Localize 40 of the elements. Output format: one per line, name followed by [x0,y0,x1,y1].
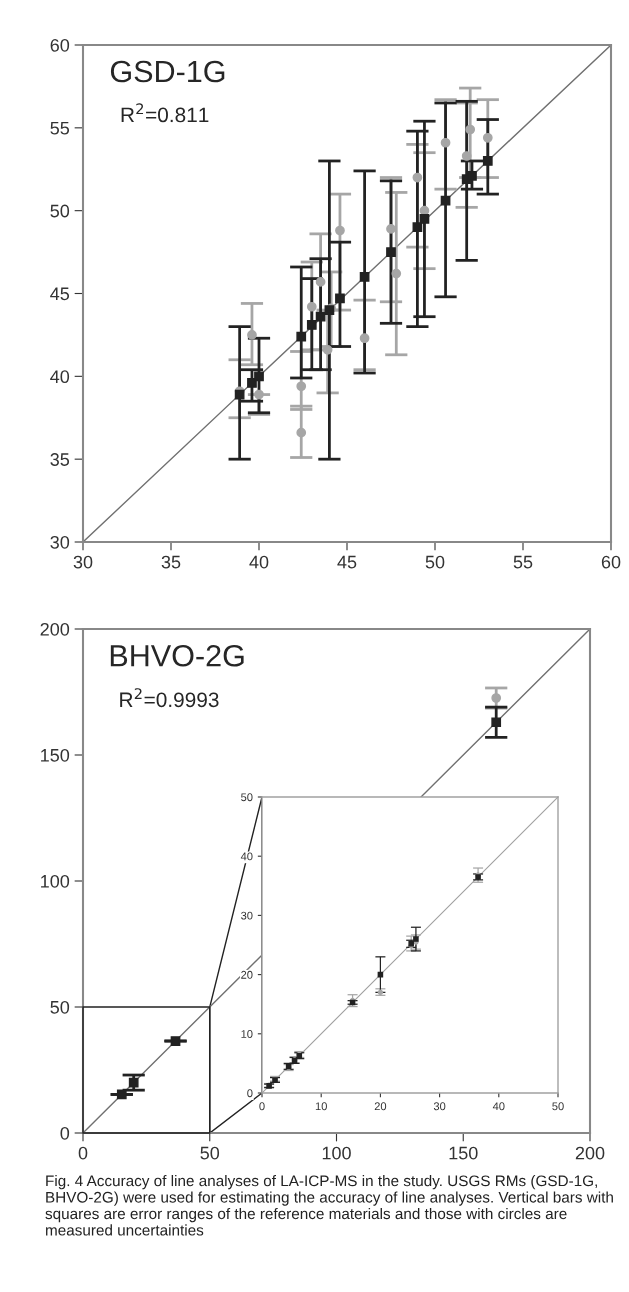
x-tick-label: 100 [322,1146,351,1160]
x-tick-label: 50 [425,555,445,569]
x-tick-label: 35 [161,555,181,569]
x-tick-label: 55 [513,555,533,569]
x-tick-label: 40 [492,1102,505,1111]
x-tick-label: 45 [337,555,357,569]
annotation: R$^{2}$=0.9993 [120,688,219,708]
annotation: BHVO-2G [110,644,244,667]
y-tick-label: 100 [41,874,70,888]
y-tick-label: 50 [50,1000,70,1014]
y-tick-label: 45 [50,287,70,301]
y-tick-label: 50 [241,793,253,802]
y-tick-label: 50 [50,204,70,218]
annotation: R$^{2}$=0.811 [121,103,209,123]
y-tick-label: 40 [240,852,253,861]
caption: Fig. 4 Accuracy of line analyses of LA-ICP-MS in the study. USGS RMs (GSD-1G, BHVO-2G) were used for estimating the accuracy of line analyses. Vertical bars with squares are error ranges of the reference materials and those with circles are measured uncertainties [45,1175,613,1236]
x-tick-label: 50 [200,1146,220,1160]
x-tick-label: 30 [433,1102,446,1111]
x-tick-label: 150 [449,1146,478,1160]
y-tick-label: 55 [50,121,70,135]
y-tick-label: 0 [247,1089,253,1098]
y-tick-label: 60 [50,38,70,52]
x-tick-label: 60 [601,555,621,569]
y-tick-label: 0 [60,1126,70,1140]
y-tick-label: 10 [241,1030,253,1038]
y-tick-label: 40 [50,370,70,384]
y-tick-label: 20 [241,970,253,979]
x-tick-label: 0 [259,1102,265,1111]
y-tick-label: 30 [50,535,70,549]
y-tick-label: 35 [50,453,70,466]
y-tick-label: 200 [40,622,70,636]
x-tick-label: 20 [374,1102,387,1111]
annotation: GSD-1G [110,60,225,83]
x-tick-label: 30 [73,555,93,569]
x-tick-label: 50 [552,1102,564,1111]
y-tick-label: 150 [41,748,70,762]
x-tick-label: 200 [575,1146,605,1160]
x-tick-label: 10 [315,1102,327,1111]
y-tick-label: 30 [241,911,253,920]
x-tick-label: 0 [78,1146,88,1160]
